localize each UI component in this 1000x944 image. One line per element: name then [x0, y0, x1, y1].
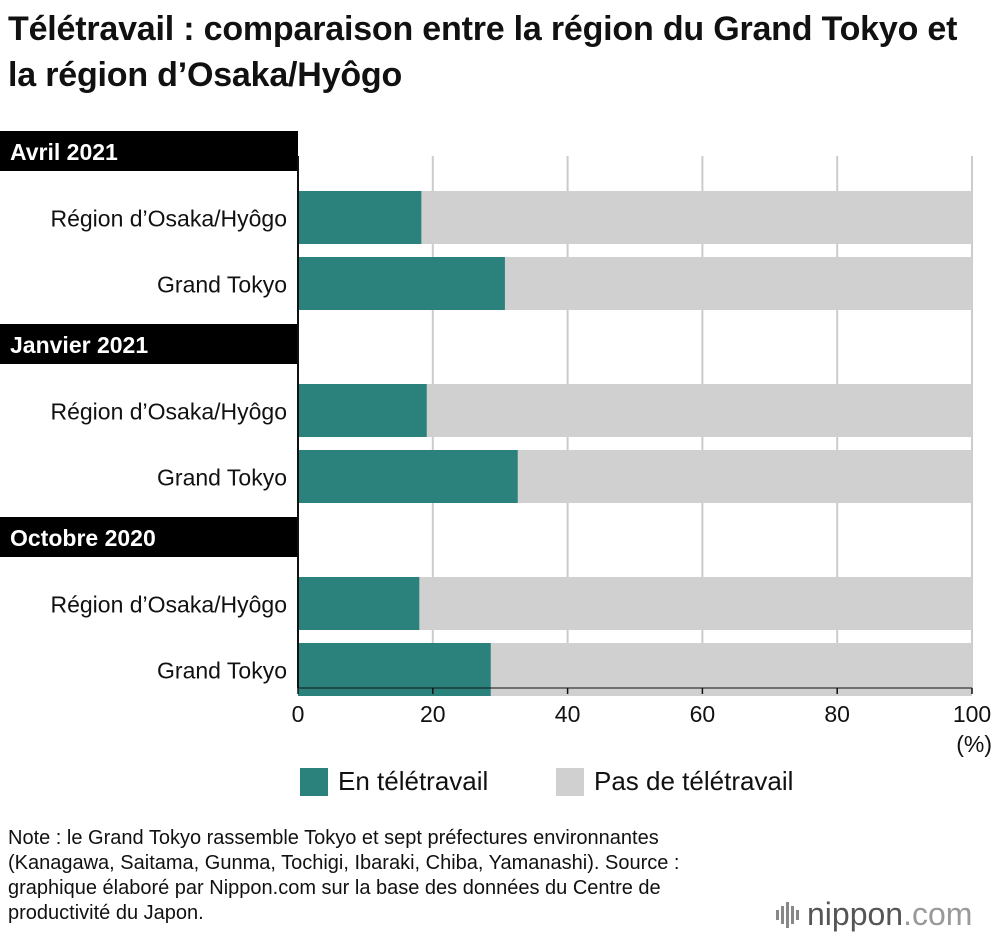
group-header-label: Avril 2021 — [10, 139, 118, 165]
logo-bars-icon — [776, 901, 801, 928]
category-label: Grand Tokyo — [157, 465, 287, 491]
legend-swatch-teletravail — [300, 767, 328, 796]
category-label: Région d’Osaka/Hyôgo — [50, 592, 287, 618]
source-note: Note : le Grand Tokyo rassemble Tokyo et… — [8, 827, 680, 924]
bar-teletravail — [298, 450, 518, 503]
bar-teletravail — [298, 384, 427, 437]
legend-item-pas-teletravail: Pas de télétravail — [556, 766, 793, 797]
tick-label: 40 — [555, 701, 581, 727]
logo-domain: .com — [903, 896, 973, 932]
chart-title: Télétravail : comparaison entre la régio… — [8, 10, 958, 94]
stacked-bar-chart: Avril 2021 Région d’Osaka/Hyôgo Grand Toky… — [0, 131, 992, 757]
group-header — [0, 517, 298, 557]
bar-teletravail — [298, 191, 422, 244]
legend: En télétravail Pas de télétravail — [0, 766, 1000, 802]
tick-label: 80 — [824, 701, 850, 727]
category-label: Région d’Osaka/Hyôgo — [50, 206, 287, 232]
tick-label: 100 — [953, 701, 991, 727]
legend-label-teletravail: En télétravail — [338, 766, 489, 796]
legend-item-teletravail: En télétravail — [300, 766, 488, 797]
group-header-label: Janvier 2021 — [10, 332, 148, 358]
group-header-label: Octobre 2020 — [10, 525, 156, 551]
logo-name: nippon — [807, 896, 904, 932]
bar-teletravail — [298, 257, 505, 310]
tick-label: 60 — [690, 701, 716, 727]
category-label: Grand Tokyo — [157, 272, 287, 298]
tick-label: 20 — [420, 701, 446, 727]
unit-label: (%) — [956, 731, 992, 757]
group-header — [0, 131, 298, 171]
bar-teletravail — [298, 577, 420, 630]
category-label: Grand Tokyo — [157, 658, 287, 684]
legend-label-pas-teletravail: Pas de télétravail — [594, 766, 794, 796]
bar-teletravail — [298, 643, 491, 696]
group-header — [0, 324, 298, 364]
tick-label: 0 — [292, 701, 305, 727]
nippon-logo: nippon .com — [776, 896, 972, 933]
category-label: Région d’Osaka/Hyôgo — [50, 399, 287, 425]
legend-swatch-pas-teletravail — [556, 767, 584, 796]
